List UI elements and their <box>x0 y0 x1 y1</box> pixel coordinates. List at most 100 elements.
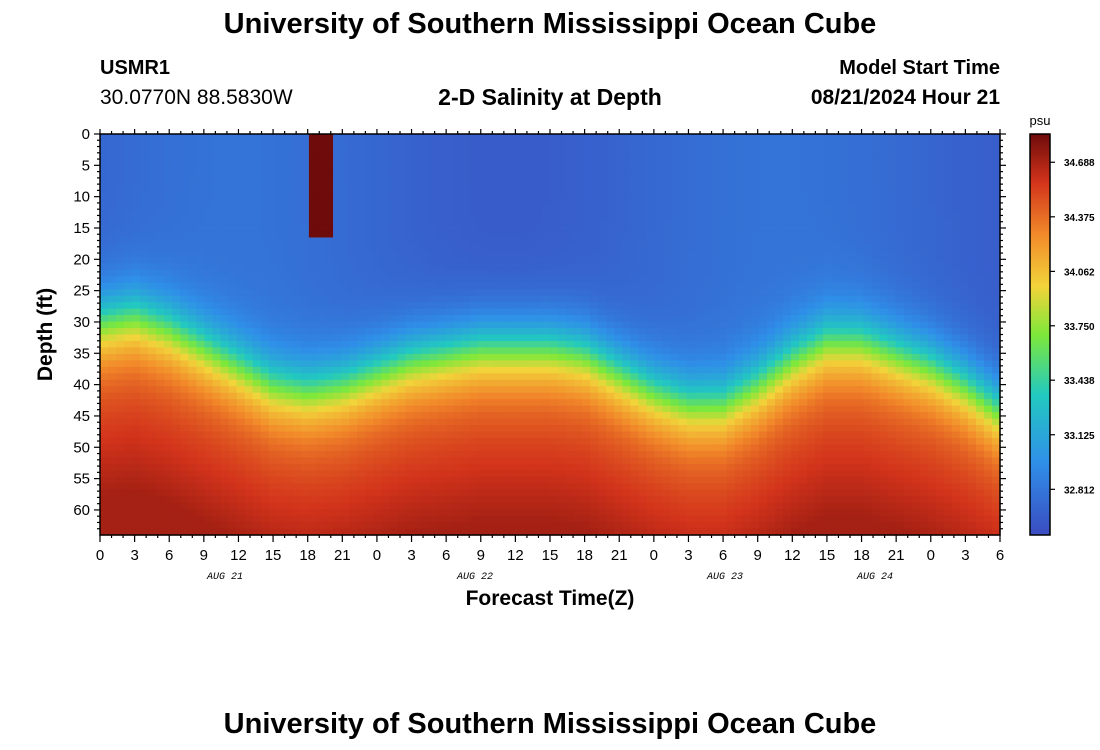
heatmap-cell <box>260 224 270 232</box>
heatmap-cell <box>180 522 189 530</box>
heatmap-cell <box>252 185 262 193</box>
heatmap-cell <box>582 159 591 167</box>
heatmap-cell <box>630 463 639 471</box>
heatmap-cell <box>156 515 165 523</box>
heatmap-cell <box>132 224 141 232</box>
heatmap-cell <box>558 470 567 478</box>
heatmap-cell <box>413 437 423 446</box>
heatmap-cell <box>220 205 230 213</box>
heatmap-cell <box>220 302 230 310</box>
heatmap-cell <box>493 353 503 361</box>
heatmap-cell <box>453 263 463 271</box>
heatmap-cell <box>646 502 656 510</box>
heatmap-cell <box>469 321 479 329</box>
heatmap-cell <box>670 437 680 446</box>
heatmap-cell <box>606 146 615 155</box>
heatmap-cell <box>646 308 656 316</box>
heatmap-cell <box>566 528 575 536</box>
heatmap-cell <box>373 140 382 148</box>
heatmap-cell <box>726 360 736 368</box>
heatmap-cell <box>517 444 527 452</box>
heatmap-cell <box>228 269 238 277</box>
heatmap-cell <box>244 450 254 458</box>
heatmap-cell <box>694 140 704 148</box>
heatmap-cell <box>638 250 648 258</box>
heatmap-cell <box>132 295 141 303</box>
heatmap-cell <box>172 522 181 530</box>
heatmap-cell <box>357 502 366 510</box>
heatmap-cell <box>156 437 165 446</box>
heatmap-cell <box>582 263 591 271</box>
heatmap-cell <box>485 347 495 355</box>
heatmap-cell <box>509 399 519 407</box>
heatmap-cell <box>437 502 447 510</box>
heatmap-cell <box>558 224 567 232</box>
heatmap-cell <box>606 250 615 258</box>
heatmap-cell <box>694 166 704 174</box>
heatmap-cell <box>308 392 318 400</box>
heatmap-cell <box>148 515 157 523</box>
heatmap-cell <box>124 340 133 349</box>
heatmap-cell <box>124 224 133 232</box>
heatmap-cell <box>574 237 583 245</box>
heatmap-cell <box>614 192 623 200</box>
heatmap-cell <box>694 276 704 284</box>
heatmap-cell <box>550 198 559 206</box>
heatmap-cell <box>742 295 752 303</box>
heatmap-cell <box>445 373 455 381</box>
heatmap-cell <box>517 315 527 323</box>
heatmap-cell <box>501 146 511 155</box>
heatmap-cell <box>453 379 463 387</box>
heatmap-cell <box>156 373 165 381</box>
heatmap-cell <box>445 198 455 206</box>
heatmap-cell <box>349 295 358 303</box>
heatmap-cell <box>236 386 246 394</box>
heatmap-cell <box>686 218 696 226</box>
heatmap-cell <box>196 392 206 400</box>
heatmap-cell <box>357 308 366 316</box>
heatmap-cell <box>525 153 535 161</box>
heatmap-cell <box>172 289 181 297</box>
heatmap-cell <box>574 379 583 387</box>
heatmap-cell <box>252 140 262 148</box>
heatmap-cell <box>357 457 366 465</box>
heatmap-cell <box>734 276 744 284</box>
heatmap-cell <box>686 496 696 504</box>
heatmap-cell <box>574 463 583 471</box>
heatmap-cell <box>501 159 511 167</box>
heatmap-cell <box>148 218 157 226</box>
heatmap-cell <box>517 360 527 368</box>
heatmap-cell <box>188 476 198 484</box>
heatmap-cell <box>614 159 623 167</box>
heatmap-cell <box>686 315 696 323</box>
heatmap-cell <box>156 489 165 497</box>
heatmap-cell <box>533 185 543 193</box>
heatmap-cell <box>316 360 326 368</box>
heatmap-cell <box>228 366 238 374</box>
heatmap-cell <box>252 263 262 271</box>
heatmap-cell <box>445 515 455 523</box>
page-title: University of Southern Mississippi Ocean… <box>223 8 877 40</box>
heatmap-cell <box>381 399 390 407</box>
heatmap-cell <box>389 198 398 206</box>
heatmap-cell <box>582 476 591 484</box>
heatmap-cell <box>606 470 615 478</box>
heatmap-cell <box>702 360 712 368</box>
heatmap-cell <box>405 425 414 433</box>
heatmap-cell <box>453 425 463 433</box>
heatmap-cell <box>437 295 447 303</box>
heatmap-cell <box>654 237 664 245</box>
heatmap-cell <box>541 412 551 420</box>
station-id: USMR1 <box>100 57 171 79</box>
heatmap-cell <box>574 412 583 420</box>
heatmap-cell <box>485 431 495 439</box>
heatmap-cell <box>132 522 141 530</box>
heatmap-cell <box>156 418 165 426</box>
heatmap-cell <box>453 250 463 258</box>
heatmap-cell <box>541 528 551 536</box>
heatmap-cell <box>132 528 141 536</box>
heatmap-cell <box>477 243 487 252</box>
heatmap-cell <box>734 366 744 374</box>
heatmap-cell <box>100 334 109 342</box>
heatmap-cell <box>373 450 382 458</box>
